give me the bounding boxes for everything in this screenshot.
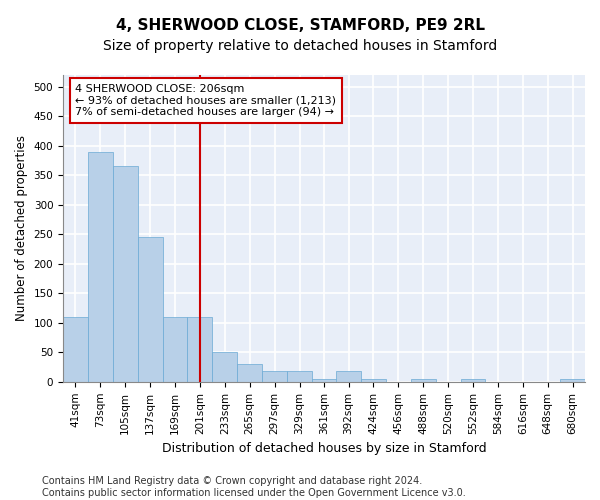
X-axis label: Distribution of detached houses by size in Stamford: Distribution of detached houses by size … bbox=[162, 442, 487, 455]
Bar bbox=[237, 364, 262, 382]
Bar bbox=[287, 371, 312, 382]
Bar bbox=[63, 317, 88, 382]
Bar bbox=[88, 152, 113, 382]
Bar bbox=[212, 352, 237, 382]
Y-axis label: Number of detached properties: Number of detached properties bbox=[15, 136, 28, 322]
Text: 4, SHERWOOD CLOSE, STAMFORD, PE9 2RL: 4, SHERWOOD CLOSE, STAMFORD, PE9 2RL bbox=[115, 18, 485, 32]
Bar bbox=[262, 371, 287, 382]
Bar bbox=[187, 317, 212, 382]
Bar bbox=[461, 379, 485, 382]
Text: 4 SHERWOOD CLOSE: 206sqm
← 93% of detached houses are smaller (1,213)
7% of semi: 4 SHERWOOD CLOSE: 206sqm ← 93% of detach… bbox=[76, 84, 337, 117]
Bar bbox=[560, 379, 585, 382]
Bar bbox=[138, 238, 163, 382]
Bar bbox=[113, 166, 138, 382]
Bar bbox=[312, 379, 337, 382]
Bar bbox=[411, 379, 436, 382]
Text: Size of property relative to detached houses in Stamford: Size of property relative to detached ho… bbox=[103, 39, 497, 53]
Bar bbox=[163, 317, 187, 382]
Bar bbox=[336, 371, 361, 382]
Bar bbox=[361, 379, 386, 382]
Text: Contains HM Land Registry data © Crown copyright and database right 2024.
Contai: Contains HM Land Registry data © Crown c… bbox=[42, 476, 466, 498]
